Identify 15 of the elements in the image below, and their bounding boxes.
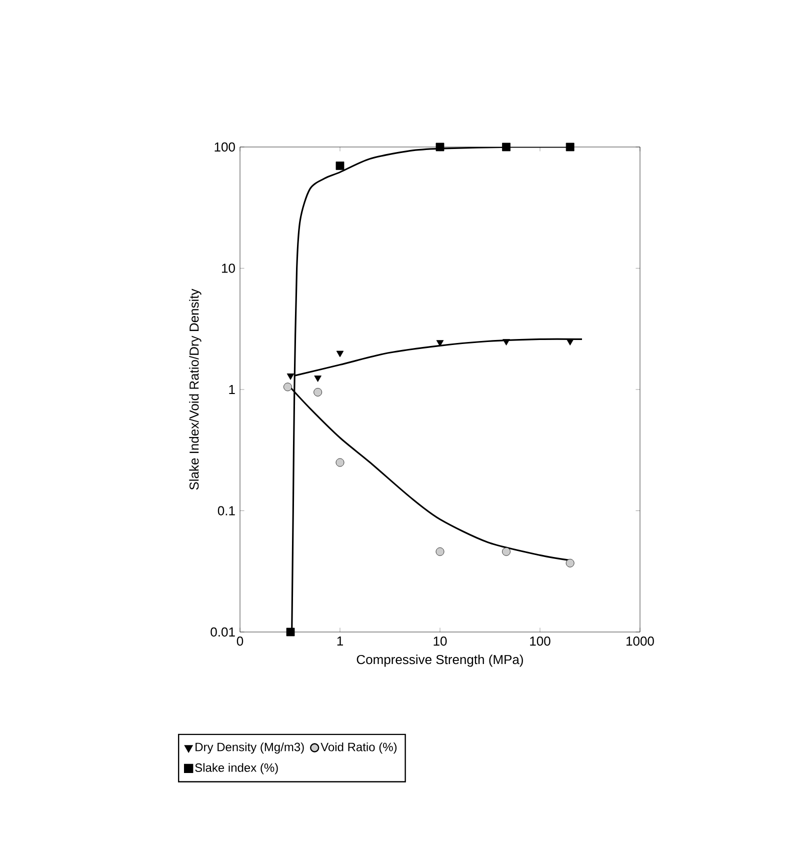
legend-label: Slake index (%) [195,763,278,774]
x-tick-label: 10 [434,636,447,646]
y-tick-label: 100 [214,142,235,152]
y-tick-label: 0.1 [218,506,235,516]
x-axis-title: Compressive Strength (MPa) [356,654,523,667]
legend-label: Void Ratio (%) [320,742,397,754]
y-tick-label: 10 [222,264,235,273]
y-tick-label: 1 [229,385,235,394]
x-tick-label: 100 [530,636,550,646]
y-tick-label: 0.01 [210,627,235,637]
x-tick-label: 1 [337,636,343,646]
legend-label: Dry Density (Mg/m3) [196,742,304,754]
y-axis-title: Slake Index/Void Ratio/Dry Density [189,288,202,490]
x-tick-label: 1000 [626,636,654,646]
x-tick-label: 0 [236,636,244,646]
